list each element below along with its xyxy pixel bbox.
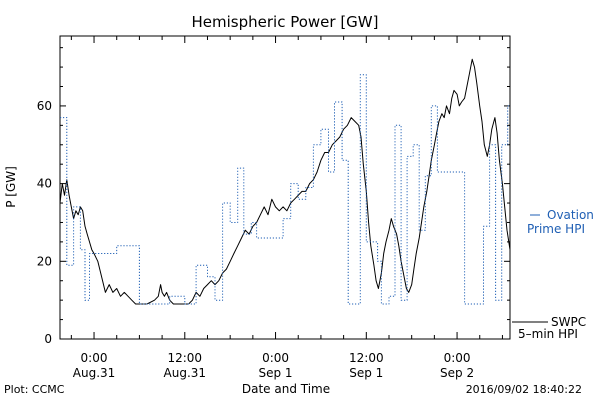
x-tick-time-label: 12:00 [167,351,202,365]
x-axis-label: Date and Time [242,382,330,396]
series-group [59,58,511,305]
legend-ovation-label-1: Ovation [547,208,594,222]
plot-frame [59,35,511,340]
y-ticks: 0 20 40 60 [37,47,510,346]
y-axis-label: P [GW] [4,166,18,208]
x-tick-date-label: Sep 1 [259,366,293,380]
series-swpc-line [59,58,511,305]
legend-swpc-label-2: 5–min HPI [518,327,578,341]
x-tick-time-label: 0:00 [262,351,289,365]
y-tick-label: 20 [37,254,52,268]
x-tick-time-label: 0:00 [81,351,108,365]
x-tick-date-label: Aug.31 [73,366,116,380]
chart-title: Hemispheric Power [GW] [192,13,379,31]
y-tick-label: 0 [44,332,52,346]
plot-timestamp: 2016/09/02 18:40:22 [466,383,582,396]
x-tick-date-label: Aug.31 [164,366,207,380]
x-tick-time-label: 12:00 [349,351,384,365]
plot-credit: Plot: CCMC [4,383,65,396]
legend-ovation-label-2: Prime HPI [527,222,585,236]
x-tick-time-label: 0:00 [444,351,471,365]
legend-swpc-label-1: SWPC [551,315,586,329]
y-tick-label: 40 [37,177,52,191]
x-tick-date-label: Sep 1 [349,366,383,380]
series-ovation-line [60,74,510,305]
x-tick-date-label: Sep 2 [440,366,474,380]
y-tick-label: 60 [37,99,52,113]
